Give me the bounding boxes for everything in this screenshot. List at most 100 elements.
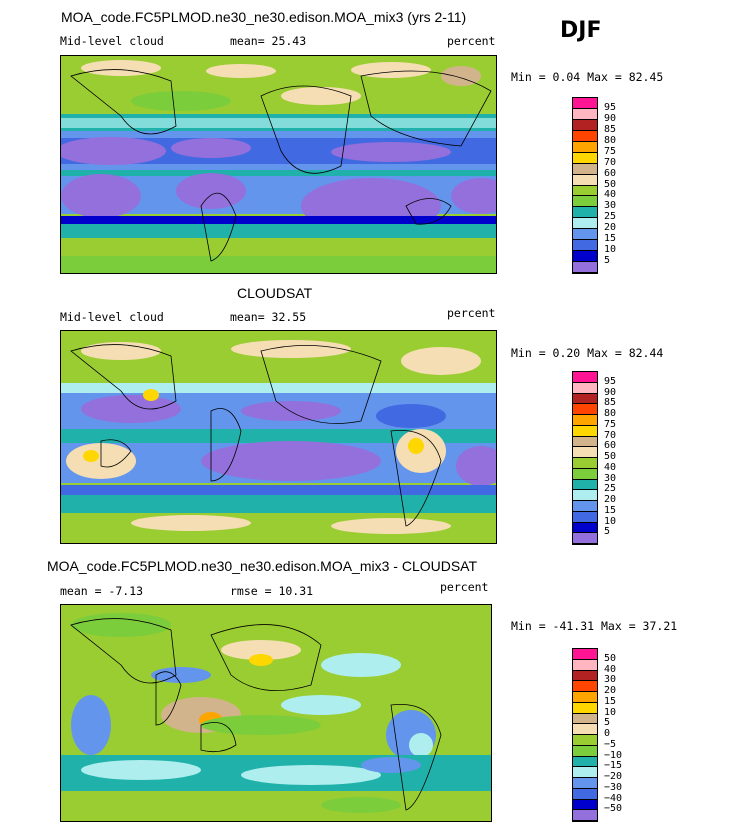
- panel2-colorbar-box: [573, 425, 597, 437]
- panel3-colorbar-box: [573, 735, 597, 746]
- panel1-colorbar-box: [573, 98, 597, 109]
- panel3-colorbar-label: −40: [604, 792, 623, 804]
- panel2-map: [60, 330, 506, 544]
- panel1-colorbar-label: 20: [604, 222, 617, 234]
- panel2-colorbar-label: 85: [604, 397, 617, 409]
- panel2-colorbar-box: [573, 522, 597, 534]
- panel3-rmse: rmse = 10.31: [230, 584, 314, 598]
- panel1-colorbar-box: [573, 262, 597, 273]
- panel1-colorbar-label: 40: [604, 189, 617, 201]
- panel3-colorbar-labels: 50 40 30 20 15 10 5 0 −5 −10 −15 −20 −30 −40 −50: [572, 648, 652, 820]
- panel2-colorbar-labels: 95 90 85 80 75 70 60 50 40 30 25 20 15 10 5: [572, 371, 652, 543]
- panel2-units: percent: [447, 306, 496, 320]
- panel3-colorbar-label: −15: [604, 760, 623, 772]
- panel3-colorbar-label: −5: [604, 738, 617, 750]
- panel2-colorbar-box: [573, 436, 597, 448]
- panel2-colorbar: [572, 371, 598, 545]
- panel1-colorbar-label: 50: [604, 178, 617, 190]
- panel1-colorbar-label: 80: [604, 134, 617, 146]
- panel3-colorbar-label: −50: [604, 803, 623, 815]
- panel3-colorbar-box: [573, 756, 597, 768]
- panel3-colorbar-box: [573, 670, 597, 682]
- panel2-colorbar-label: 95: [604, 375, 617, 387]
- panel1-colorbar-box: [573, 119, 597, 131]
- panel1-colorbar-label: 60: [604, 167, 617, 179]
- panel2-colorbar-label: 25: [604, 483, 617, 495]
- panel3-title: MOA_code.FC5PLMOD.ne30_ne30.edison.MOA_m…: [47, 558, 478, 574]
- panel1-colorbar-label: 25: [604, 211, 617, 223]
- panel2-colorbar-box: [573, 447, 597, 458]
- panel3-colorbar-box: [573, 799, 597, 811]
- panel3-colorbar-label: 20: [604, 685, 617, 696]
- panel2-colorbar-label: 90: [604, 386, 617, 398]
- panel3-map-field: [61, 605, 491, 821]
- panel2-title: CLOUDSAT: [237, 285, 313, 301]
- panel1-min-max: Min = 0.04 Max = 82.45: [511, 70, 664, 84]
- panel2-colorbar-label: 50: [604, 451, 617, 462]
- panel1-colorbar-box: [573, 251, 597, 263]
- panel1-colorbar-box: [573, 185, 597, 197]
- panel2-colorbar-label: 5: [604, 526, 611, 538]
- panel2-colorbar-label: 75: [604, 418, 617, 430]
- panel3-colorbar-label: 5: [604, 717, 611, 729]
- panel1-colorbar: [572, 97, 598, 274]
- panel2-colorbar-box: [573, 511, 597, 523]
- panel2-colorbar-label: 80: [604, 408, 617, 419]
- panel2-colorbar-box: [573, 533, 597, 544]
- panel1-colorbar-box: [573, 152, 597, 164]
- panel2-variable: Mid-level cloud: [60, 310, 164, 324]
- panel1-colorbar-box: [573, 218, 597, 230]
- panel3-colorbar-label: −20: [604, 771, 623, 782]
- panel2-colorbar-label: 20: [604, 494, 617, 505]
- panel1-colorbar-label: 10: [604, 244, 617, 256]
- panel3-min-max: Min = -41.31 Max = 37.21: [511, 619, 678, 633]
- panel2-colorbar-box: [573, 458, 597, 469]
- panel3-colorbar-label: 15: [604, 695, 617, 707]
- panel1-colorbar-label: 30: [604, 200, 617, 212]
- panel2-colorbar-box: [573, 415, 597, 426]
- panel1-colorbar-label: 85: [604, 123, 617, 135]
- panel1-colorbar-box: [573, 240, 597, 252]
- panel2-colorbar-box: [573, 490, 597, 501]
- panel2-colorbar-box: [573, 382, 597, 394]
- panel3-colorbar-label: 50: [604, 652, 617, 664]
- panel2-min-max: Min = 0.20 Max = 82.44: [511, 346, 664, 360]
- panel1-colorbar-box: [573, 229, 597, 241]
- panel1-colorbar-box: [573, 108, 597, 120]
- panel3-colorbar-label: 10: [604, 706, 617, 718]
- panel3-colorbar-box: [573, 767, 597, 778]
- panel2-colorbar-label: 30: [604, 472, 617, 484]
- panel2-colorbar-box: [573, 501, 597, 512]
- panel1-units: percent: [447, 34, 496, 48]
- panel3-colorbar-box: [573, 702, 597, 714]
- panel3-colorbar-box: [573, 745, 597, 757]
- panel1-colorbar-box: [573, 207, 597, 219]
- panel1-colorbar-label: 70: [604, 156, 617, 168]
- panel3-colorbar-label: 40: [604, 663, 617, 675]
- panel2-colorbar-box: [573, 479, 597, 491]
- panel3-colorbar: [572, 648, 598, 822]
- panel3-colorbar-box: [573, 788, 597, 800]
- panel3-colorbar-box: [573, 681, 597, 692]
- panel2-colorbar-box: [573, 468, 597, 480]
- panel3-units: percent: [440, 580, 489, 594]
- panel1-variable: Mid-level cloud: [60, 34, 164, 48]
- panel2-colorbar-box: [573, 372, 597, 383]
- panel3-colorbar-box: [573, 724, 597, 735]
- panel3-mean: mean = -7.13: [60, 584, 144, 598]
- panel3-map: [60, 604, 492, 822]
- panel3-colorbar-label: −10: [604, 749, 623, 761]
- panel3-colorbar-label: 0: [604, 728, 611, 739]
- panel1-colorbar-label: 15: [604, 233, 617, 245]
- panel3-colorbar-box: [573, 692, 597, 703]
- panel1-colorbar-label: 90: [604, 112, 617, 124]
- panel2-colorbar-box: [573, 393, 597, 405]
- panel1-colorbar-box: [573, 196, 597, 208]
- panel1-colorbar-box: [573, 174, 597, 186]
- panel1-map: [56, 55, 511, 274]
- panel3-colorbar-box: [573, 713, 597, 725]
- panel2-colorbar-label: 60: [604, 440, 617, 452]
- panel3-colorbar-box: [573, 778, 597, 789]
- season-label: DJF: [560, 18, 602, 43]
- panel3-colorbar-box: [573, 659, 597, 671]
